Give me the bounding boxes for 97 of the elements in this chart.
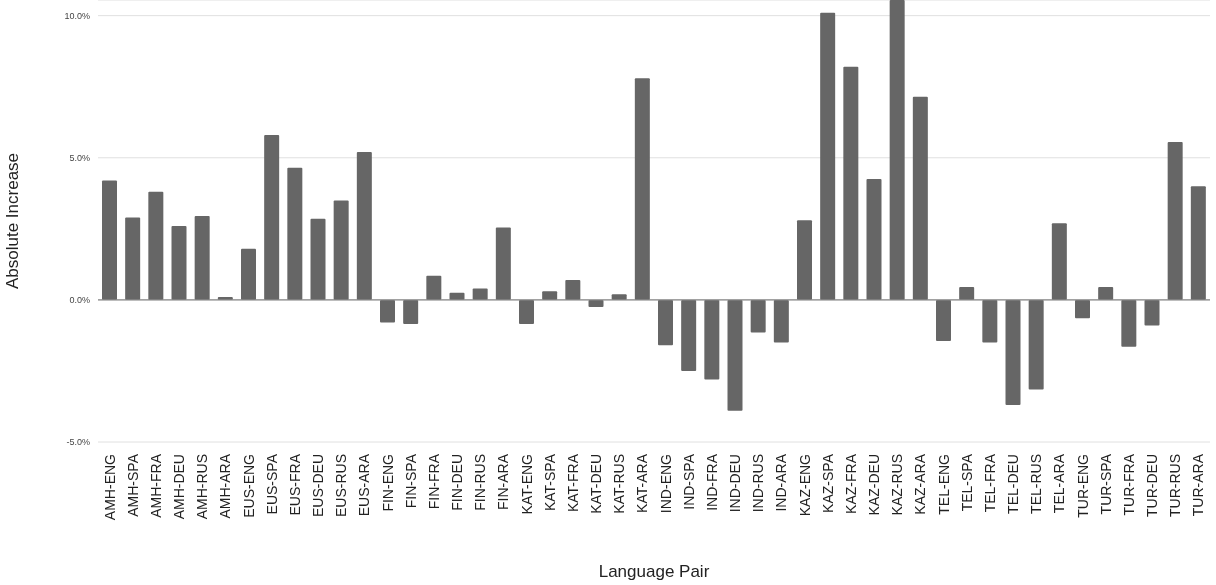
bar [820, 12, 836, 300]
x-tick-label: TUR-SPA [1097, 453, 1114, 515]
bar [1167, 142, 1183, 300]
x-tick-label: FIN-FRA [425, 453, 442, 510]
x-tick-label: FIN-RUS [472, 454, 489, 511]
bar [519, 299, 534, 325]
bar [380, 299, 395, 323]
x-tick-label: KAT-RUS [611, 454, 628, 514]
bar [843, 66, 859, 300]
x-tick-label: AMH-RUS [194, 454, 211, 520]
x-tick-label: KAT-DEU [588, 454, 605, 514]
x-tick-label: TEL-DEU [1005, 454, 1022, 514]
x-tick-label: TEL-FRA [981, 453, 998, 513]
x-tick-label: FIN-ARA [495, 453, 512, 510]
bar [356, 152, 372, 300]
y-axis-title: Absolute Increase [3, 152, 23, 290]
bar [1075, 299, 1090, 319]
x-tick-label: TUR-RUS [1167, 454, 1184, 517]
bar [982, 299, 998, 343]
x-tick-label: KAZ-FRA [842, 453, 859, 514]
x-tick-label: IND-ENG [657, 454, 674, 514]
bar [241, 248, 256, 300]
x-tick-label: KAZ-DEU [866, 454, 883, 516]
bar [1098, 287, 1114, 300]
bar [889, 0, 905, 300]
x-tick-label: TEL-RUS [1028, 454, 1045, 514]
x-tick-label: FIN-SPA [402, 453, 419, 509]
x-tick-label: AMH-FRA [147, 453, 164, 518]
bar [171, 225, 187, 300]
y-tick-label: -5.0% [66, 437, 90, 448]
bar [797, 220, 812, 300]
x-tick-label: KAT-ARA [634, 453, 651, 513]
x-tick-label: EUS-ARA [356, 453, 373, 517]
bar [1005, 299, 1021, 406]
x-tick-label: IND-RUS [750, 454, 767, 513]
x-tick-label: IND-ARA [773, 453, 790, 512]
x-tick-label: IND-SPA [680, 453, 697, 510]
x-tick-label: KAT-FRA [564, 453, 581, 513]
bar [1190, 186, 1206, 300]
x-tick-label: TUR-DEU [1144, 454, 1161, 517]
x-tick-label: KAZ-SPA [819, 453, 836, 513]
bar [333, 200, 349, 300]
bar [1144, 299, 1160, 326]
bar [959, 287, 975, 300]
x-tick-label: TEL-SPA [958, 453, 975, 512]
bar [565, 279, 581, 300]
x-axis-title: Language Pair [598, 562, 710, 581]
bar [287, 167, 303, 300]
x-tick-label: TEL-ARA [1051, 453, 1068, 514]
bar [912, 96, 928, 300]
bar [1121, 299, 1137, 347]
x-tick-label: AMH-ARA [217, 453, 234, 519]
y-tick-label: 5.0% [69, 152, 90, 163]
bar [681, 299, 697, 371]
bar [727, 299, 743, 411]
bar [148, 191, 164, 300]
bar [936, 299, 951, 342]
bar [750, 299, 766, 333]
x-tick-label: AMH-ENG [101, 454, 118, 521]
bar [102, 180, 117, 300]
x-tick-label: EUS-RUS [333, 454, 350, 518]
x-tick-label: IND-FRA [703, 453, 720, 511]
bar [1028, 299, 1044, 390]
bar [125, 217, 141, 300]
x-tick-label: AMH-SPA [124, 453, 141, 517]
x-tick-label: EUS-DEU [310, 454, 327, 518]
bar [194, 216, 210, 300]
bar [310, 218, 326, 300]
bar [773, 299, 789, 343]
bar [542, 291, 558, 300]
x-tick-label: EUS-FRA [286, 453, 303, 516]
x-tick-label: KAZ-ENG [796, 454, 813, 517]
bar [866, 179, 882, 300]
x-tick-label: EUS-SPA [263, 453, 280, 515]
bar [264, 135, 280, 300]
x-tick-label: FIN-ENG [379, 454, 396, 512]
x-tick-label: TEL-ENG [935, 454, 952, 515]
x-tick-label: FIN-DEU [449, 454, 466, 511]
x-tick-label: AMH-DEU [171, 454, 188, 520]
bar [634, 78, 650, 300]
bar [704, 299, 720, 380]
bar [426, 275, 442, 300]
bar [658, 299, 673, 346]
y-tick-label: 0.0% [69, 295, 90, 306]
x-tick-label: KAZ-RUS [889, 454, 906, 516]
bar [495, 227, 511, 300]
bar [403, 299, 419, 325]
x-tick-label: KAT-SPA [541, 453, 558, 512]
bar [1051, 223, 1067, 300]
y-tick-label: 10.0% [64, 10, 90, 21]
x-tick-label: TUR-ARA [1190, 453, 1207, 517]
x-tick-label: TUR-FRA [1120, 453, 1137, 516]
x-tick-label: KAZ-ARA [912, 453, 929, 515]
x-tick-label: IND-DEU [727, 454, 744, 513]
x-tick-label: TUR-ENG [1074, 454, 1091, 518]
x-tick-label: EUS-ENG [240, 454, 257, 518]
x-tick-label: KAT-ENG [518, 454, 535, 515]
